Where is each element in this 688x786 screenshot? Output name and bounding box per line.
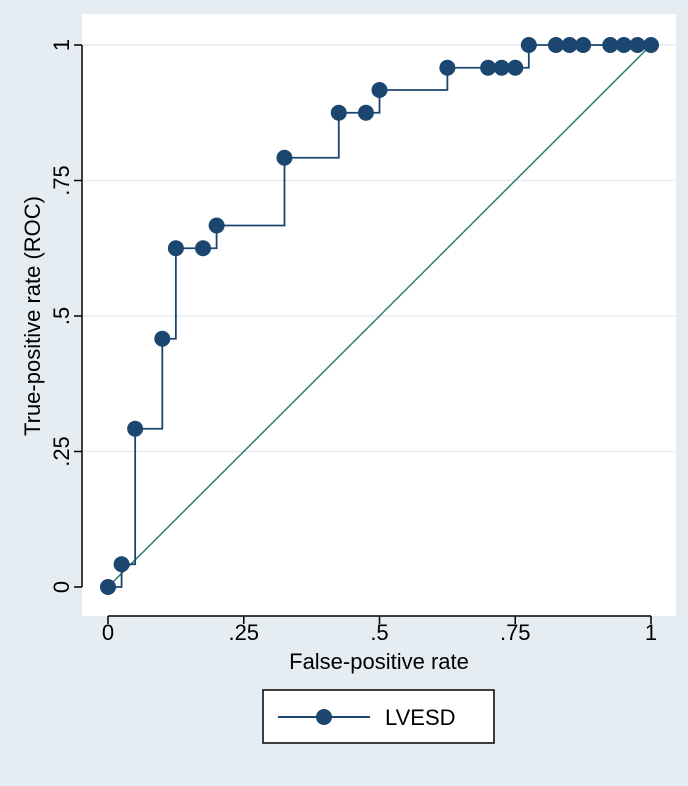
roc-point [127,420,144,437]
y-tick-label: .5 [49,307,74,325]
roc-point [507,59,524,76]
x-tick-label: 1 [645,620,657,645]
roc-point [520,37,537,53]
plot-area [82,14,676,616]
x-tick-label: .75 [500,620,531,645]
y-tick-label: .75 [49,165,74,196]
reference-line [107,44,652,588]
roc-point [371,81,388,98]
roc-point [439,59,456,76]
roc-point [195,240,212,257]
x-tick-label: .25 [228,620,259,645]
x-tick-label: .5 [370,620,388,645]
roc-point [167,240,184,257]
roc-point [100,579,116,595]
roc-point [357,104,374,121]
roc-point [480,59,497,76]
y-tick-label: 0 [49,581,74,593]
roc-point [561,37,578,53]
roc-point [643,37,659,53]
roc-point [615,37,632,53]
y-axis-title: True-positive rate (ROC) [20,196,45,436]
roc-point [602,37,619,53]
legend-label: LVESD [385,705,456,730]
x-tick-label: 0 [102,620,114,645]
roc-point [154,330,171,347]
x-axis-title: False-positive rate [289,649,469,674]
y-tick-label: .25 [49,436,74,467]
roc-point [493,59,510,76]
axes-layer: 0 .25 .5 .75 1 0 .25 .5 .75 1 [49,39,657,645]
legend: LVESD [262,689,495,744]
roc-point [629,37,646,53]
roc-point [113,556,130,573]
series-layer [100,37,659,595]
roc-point [547,37,564,53]
roc-point [208,217,225,234]
y-tick-label: 1 [49,39,74,51]
legend-marker [316,709,332,725]
roc-point [575,37,592,53]
roc-point [276,149,293,166]
roc-point [330,104,347,121]
